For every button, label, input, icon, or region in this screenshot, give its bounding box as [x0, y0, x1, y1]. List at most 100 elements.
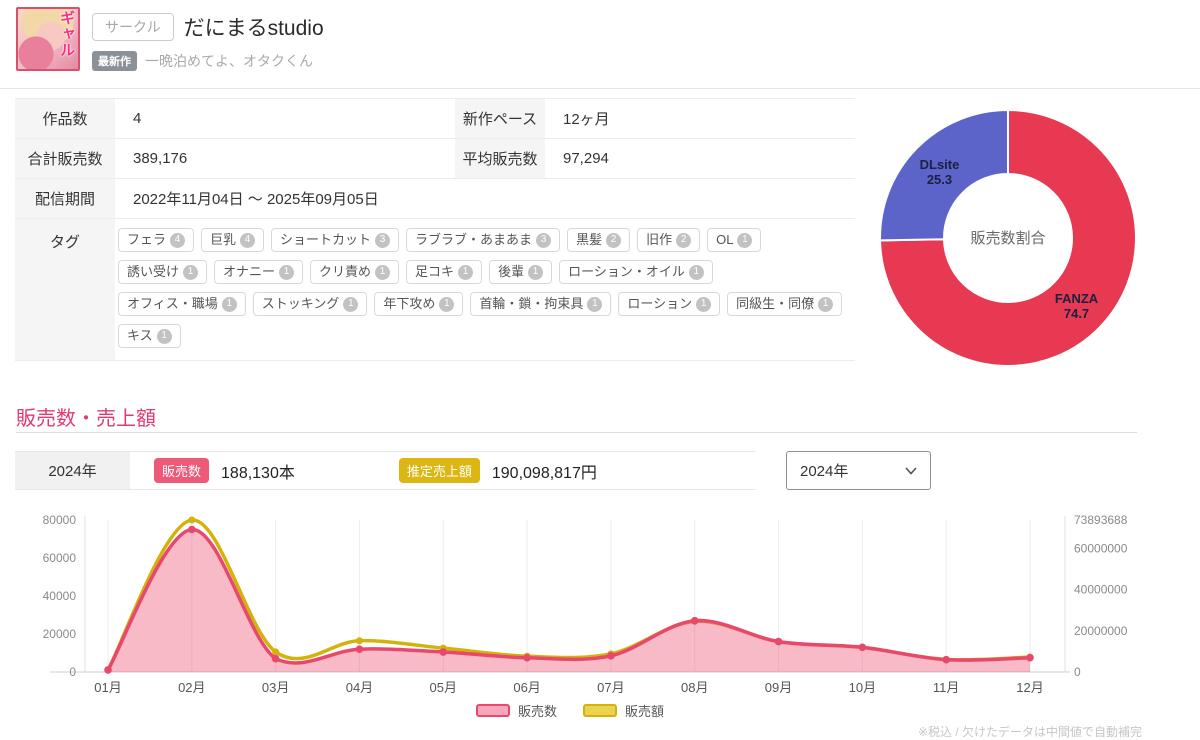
tag-label: 巨乳: [210, 232, 237, 247]
tag-label: オナニー: [223, 264, 276, 279]
right-axis-tick: 40000000: [1074, 583, 1128, 597]
units-point: [523, 653, 531, 662]
tag-count-badge: 1: [528, 264, 544, 280]
page-title: だにまるstudio: [183, 17, 324, 40]
tag-count-badge: 4: [240, 232, 256, 248]
units-area: [108, 529, 1030, 672]
tag-count-badge: 1: [221, 296, 237, 312]
line-chart-svg: 0 20000 40000 60000 80000 0 20000000 40000000 60…: [43, 513, 1128, 695]
tag-chip[interactable]: 足コキ 1: [406, 260, 483, 284]
donut-svg: FANZA 74.7 DLsite 25.3 販売数割合: [879, 108, 1137, 367]
donut-segment-label: DLsite 25.3: [920, 157, 960, 187]
tag-label: 旧作: [646, 232, 673, 247]
x-axis-label: 02月: [178, 680, 205, 695]
tag-chip[interactable]: ローション 1: [618, 292, 721, 316]
stat-value-avg-sales: 97,294: [545, 139, 855, 179]
tag-label: ショートカット: [280, 232, 372, 247]
donut-center-label: 販売数割合: [970, 230, 1045, 247]
estimated-amount-badge: 推定売上額: [398, 458, 480, 483]
left-axis-tick: 20000: [43, 627, 77, 641]
tag-chip[interactable]: オナニー 1: [214, 260, 304, 284]
stat-label-total-sales: 合計販売数: [15, 139, 115, 179]
left-axis-tick: 80000: [43, 513, 77, 527]
tag-count-badge: 2: [676, 232, 692, 248]
avatar-text: ギャル: [58, 10, 75, 58]
tag-chip[interactable]: 誘い受け 1: [118, 260, 208, 284]
tag-chip[interactable]: オフィス・職場 1: [118, 292, 246, 316]
amount-point: [355, 637, 363, 645]
tag-label: 同級生・同僚: [736, 296, 815, 311]
stat-value-works: 4: [115, 99, 455, 139]
tag-chip[interactable]: ローション・オイル 1: [559, 260, 713, 284]
tag-chip[interactable]: 同級生・同僚 1: [727, 292, 843, 316]
tag-count-badge: 1: [458, 264, 474, 280]
tag-count-badge: 1: [183, 264, 199, 280]
chevron-down-icon: [905, 466, 917, 475]
tag-chip[interactable]: ラブラブ・あまあま 3: [406, 228, 561, 252]
units-point: [1026, 653, 1034, 662]
x-axis-label: 05月: [430, 680, 457, 695]
year-select[interactable]: 2024年: [786, 451, 931, 490]
tag-count-badge: 1: [818, 296, 834, 312]
footnote: ※税込 / 欠けたデータは中間値で自動補完: [917, 725, 1142, 739]
tag-label: ラブラブ・あまあま: [415, 232, 533, 247]
units-point: [188, 525, 196, 534]
tag-chip[interactable]: 年下攻め 1: [374, 292, 464, 316]
x-axis-label: 09月: [765, 680, 792, 695]
x-axis-label: 04月: [346, 680, 373, 695]
tag-chip[interactable]: フェラ 4: [118, 228, 195, 252]
stat-value-period: 2022年11月04日 ～ 2025年09月05日: [115, 179, 855, 219]
year-select-value: 2024年: [800, 463, 849, 480]
x-axis-label: 10月: [849, 680, 876, 695]
tag-count-badge: 3: [375, 232, 391, 248]
header: ギャル サークル だにまるstudio 最新作 一晩泊めてよ、オタクくん: [0, 0, 1200, 89]
tag-chip[interactable]: クリ責め 1: [310, 260, 400, 284]
stats-table: 作品数 4 新作ペース 12ヶ月 合計販売数 389,176 平均販売数 97,…: [15, 98, 855, 361]
right-axis-tick: 73893688: [1074, 513, 1128, 527]
tag-count-badge: 1: [688, 264, 704, 280]
x-axis-label: 06月: [513, 680, 540, 695]
legend-label: 販売額: [625, 704, 665, 719]
tag-chip[interactable]: キス 1: [118, 324, 181, 348]
tag-label: 首輪・鎖・拘束具: [479, 296, 584, 311]
avatar[interactable]: ギャル: [16, 7, 80, 71]
stat-value-pace: 12ヶ月: [545, 99, 855, 139]
tag-chip[interactable]: ショートカット 3: [271, 228, 400, 252]
stat-label-works: 作品数: [15, 99, 115, 139]
stat-label-pace: 新作ペース: [455, 99, 545, 139]
tag-count-badge: 1: [439, 296, 455, 312]
latest-work-title[interactable]: 一晩泊めてよ、オタクくん: [145, 53, 313, 69]
sales-trend-chart: 0 20000 40000 60000 80000 0 20000000 40000000 60…: [0, 503, 1140, 701]
tag-chip[interactable]: 黒髪 2: [567, 228, 631, 252]
section-title: 販売数・売上額: [16, 408, 156, 430]
x-axis-label: 11月: [933, 680, 960, 695]
tag-label: オフィス・職場: [127, 296, 218, 311]
tag-chip[interactable]: 首輪・鎖・拘束具 1: [470, 292, 612, 316]
donut-segment-fanza: [879, 108, 1137, 367]
tag-label: 黒髪: [576, 232, 603, 247]
units-point: [104, 666, 112, 674]
latest-work-badge: 最新作: [92, 51, 137, 71]
tag-label: クリ責め: [319, 264, 372, 279]
stat-label-period: 配信期間: [15, 179, 115, 219]
left-axis-tick: 0: [69, 665, 76, 679]
tag-label: フェラ: [127, 232, 167, 247]
legend-item[interactable]: 販売数: [475, 701, 557, 720]
tag-chip[interactable]: 旧作 2: [637, 228, 701, 252]
tag-count-badge: 1: [696, 296, 712, 312]
tag-label: 後輩: [498, 264, 525, 279]
tag-chip[interactable]: OL 1: [707, 228, 762, 252]
chart-legend: 販売数 販売額: [0, 701, 1140, 720]
amount-value: 190,098,817円: [491, 464, 597, 482]
tag-label: キス: [127, 328, 153, 343]
tag-count-badge: 2: [606, 232, 622, 248]
donut-segment-label: FANZA 74.7: [1055, 291, 1099, 321]
tags-container: フェラ 4 巨乳 4 ショートカット 3 ラブラブ・あまあま 3 黒髪 2 旧作 2 OL 1 誘い受け 1 オ…: [115, 219, 855, 361]
units-point: [355, 645, 364, 653]
tag-chip[interactable]: 後輩 1: [489, 260, 553, 284]
stat-label-tags: タグ: [15, 219, 115, 361]
tag-chip[interactable]: ストッキング 1: [252, 292, 368, 316]
tag-chip[interactable]: 巨乳 4: [201, 228, 265, 252]
units-point: [607, 652, 615, 660]
legend-item[interactable]: 販売額: [583, 701, 664, 720]
